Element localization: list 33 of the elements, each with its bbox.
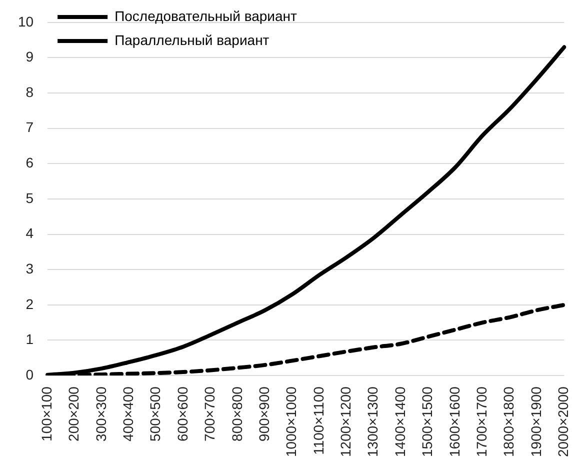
x-tick-label: 1400×1400 (392, 386, 408, 458)
x-tick-label: 1600×1600 (446, 386, 462, 458)
y-tick-label: 7 (26, 119, 34, 136)
x-tick-label: 1900×1900 (528, 386, 544, 458)
x-tick-label: 1200×1200 (338, 386, 354, 458)
y-tick-label: 9 (26, 48, 34, 65)
y-tick-label: 1 (26, 331, 34, 348)
y-tick-label: 0 (26, 366, 34, 382)
x-tick-label: 1500×1500 (419, 386, 436, 458)
y-tick-label: 6 (26, 154, 34, 171)
x-tick-label: 1300×1300 (364, 386, 381, 458)
y-tick-label: 2 (26, 296, 34, 312)
legend-label: Последовательный вариант (114, 8, 298, 24)
x-tick-label: 2000×2000 (555, 386, 572, 458)
y-tick-label: 5 (26, 190, 34, 206)
x-tick-label: 300×300 (92, 386, 109, 442)
y-tick-label: 4 (26, 225, 34, 242)
x-tick-label: 1800×1800 (500, 386, 517, 458)
x-tick-label: 800×800 (228, 386, 245, 442)
x-tick-label: 1100×1100 (310, 386, 326, 455)
legend-label: Параллельный вариант (114, 32, 270, 48)
x-tick-label: 400×400 (120, 386, 136, 442)
x-tick-label: 700×700 (202, 386, 218, 442)
x-tick-label: 100×100 (38, 386, 54, 442)
y-tick-label: 3 (26, 260, 34, 276)
x-tick-label: 500×500 (147, 386, 164, 442)
y-tick-label: 8 (26, 84, 34, 100)
x-tick-label: 900×900 (256, 386, 272, 442)
x-tick-label: 600×600 (174, 386, 190, 442)
x-tick-label: 200×200 (66, 386, 82, 442)
x-tick-label: 1700×1700 (473, 386, 490, 458)
y-tick-label: 10 (18, 13, 34, 30)
x-tick-label: 1000×1000 (283, 386, 300, 458)
